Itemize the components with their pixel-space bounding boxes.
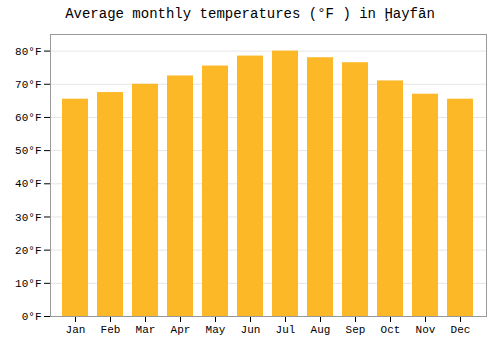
svg-text:60°F: 60°F — [15, 112, 41, 124]
svg-text:Jul: Jul — [276, 324, 296, 336]
svg-text:30°F: 30°F — [15, 211, 41, 223]
svg-text:Sep: Sep — [346, 324, 366, 336]
svg-text:Aug: Aug — [311, 324, 331, 336]
svg-text:70°F: 70°F — [15, 79, 41, 91]
svg-text:May: May — [206, 324, 226, 336]
svg-text:0°F: 0°F — [22, 311, 42, 323]
svg-text:Dec: Dec — [451, 324, 471, 336]
svg-text:10°F: 10°F — [15, 278, 41, 290]
svg-text:Mar: Mar — [136, 324, 156, 336]
svg-text:Oct: Oct — [381, 324, 401, 336]
svg-text:Feb: Feb — [101, 324, 121, 336]
svg-text:20°F: 20°F — [15, 245, 41, 257]
svg-text:40°F: 40°F — [15, 178, 41, 190]
svg-text:50°F: 50°F — [15, 145, 41, 157]
svg-text:Jun: Jun — [241, 324, 261, 336]
svg-text:80°F: 80°F — [15, 46, 41, 58]
svg-text:Nov: Nov — [416, 324, 436, 336]
svg-text:Jan: Jan — [66, 324, 86, 336]
html-text:Average monthly temperatures (: Average monthly temperatures (°F ) in Ḩa… — [65, 6, 435, 22]
svg-text:Apr: Apr — [171, 324, 191, 336]
